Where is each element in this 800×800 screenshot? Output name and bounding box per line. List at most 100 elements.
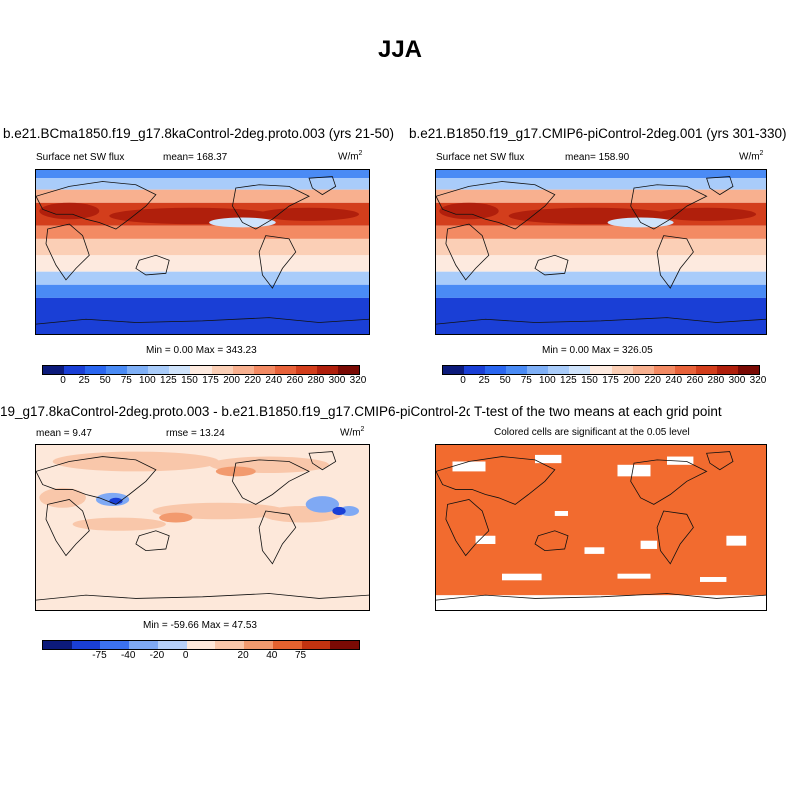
coastline bbox=[258, 235, 297, 289]
sw-flux-field-top-right bbox=[436, 170, 766, 334]
colorbar-swatch bbox=[186, 641, 216, 649]
variable-label-top-right: Surface net SW flux bbox=[436, 152, 525, 163]
colorbar-tick-label: 0 bbox=[182, 650, 189, 661]
colorbar-swatch bbox=[337, 366, 359, 374]
colorbar-tick-label: 260 bbox=[286, 375, 304, 386]
diff-negative-region bbox=[305, 496, 340, 513]
coastline bbox=[45, 499, 90, 557]
colorbar-swatch bbox=[295, 366, 317, 374]
flux-band bbox=[436, 170, 766, 179]
units-label-top-left: W/m2 bbox=[338, 150, 363, 163]
flux-max-region bbox=[657, 207, 757, 221]
flux-band bbox=[436, 271, 766, 285]
colorbar-swatch bbox=[253, 366, 275, 374]
flux-band bbox=[36, 255, 369, 272]
coastline bbox=[36, 181, 157, 230]
colorbar-tick-label: 125 bbox=[160, 375, 177, 386]
coastline bbox=[706, 176, 734, 196]
colorbar-swatch bbox=[211, 366, 233, 374]
colorbar-tick-label: 100 bbox=[538, 375, 556, 386]
rmse-label-bottom-left: rmse = 13.24 bbox=[166, 428, 225, 439]
colorbar-swatch bbox=[43, 366, 65, 374]
colorbar-swatch bbox=[695, 366, 717, 374]
colorbar-tick-label: 220 bbox=[644, 375, 661, 386]
colorbar-swatch bbox=[43, 641, 72, 649]
diff-positive-region bbox=[215, 466, 256, 477]
colorbar-top-left bbox=[42, 365, 360, 375]
colorbar-swatch bbox=[632, 366, 654, 374]
coastline bbox=[36, 456, 157, 505]
antarctic-coastline bbox=[36, 317, 369, 325]
panel-subtitle-bottom-right: Colored cells are significant at the 0.0… bbox=[494, 427, 690, 438]
coastline bbox=[135, 530, 170, 552]
colorbar-swatch bbox=[244, 641, 273, 649]
map-bottom-right bbox=[435, 444, 767, 611]
colorbar-swatch bbox=[464, 366, 486, 374]
colorbar-swatch bbox=[674, 366, 696, 374]
minmax-label-bottom-left: Min = -59.66 Max = 47.53 bbox=[143, 620, 257, 631]
non-significant-region bbox=[502, 573, 542, 581]
colorbar-tick-label: 320 bbox=[349, 375, 367, 386]
coastline bbox=[534, 254, 569, 276]
colorbar-swatch bbox=[148, 366, 170, 374]
non-significant-region bbox=[475, 535, 496, 544]
coastline bbox=[258, 510, 297, 565]
colorbar-tick-label: 0 bbox=[60, 375, 66, 386]
units-label-top-right: W/m2 bbox=[739, 150, 764, 163]
colorbar-swatch bbox=[611, 366, 633, 374]
variable-label-top-left: Surface net SW flux bbox=[36, 152, 125, 163]
colorbar-swatch bbox=[506, 366, 528, 374]
coastline bbox=[45, 223, 90, 281]
units-label-bottom-left: W/m2 bbox=[340, 426, 365, 439]
colorbar-tick-label: 0 bbox=[460, 375, 466, 386]
colorbar-swatch bbox=[485, 366, 507, 374]
colorbar-swatch bbox=[272, 641, 302, 649]
colorbar-tick-label: 320 bbox=[749, 375, 767, 386]
panel-title-top-left: b.e21.BCma1850.f19_g17.8kaControl-2deg.p… bbox=[3, 126, 394, 141]
antarctic-coastline bbox=[36, 593, 369, 601]
non-significant-region bbox=[700, 577, 727, 582]
map-top-left bbox=[35, 169, 370, 335]
colorbar-swatch bbox=[569, 366, 591, 374]
colorbar-swatch bbox=[653, 366, 675, 374]
colorbar-tick-label: 20 bbox=[237, 650, 249, 661]
colorbar-tick-label: 175 bbox=[202, 375, 219, 386]
colorbar-tick-label: -75 bbox=[92, 650, 107, 661]
colorbar-swatch bbox=[330, 641, 360, 649]
map-top-right bbox=[435, 169, 767, 335]
coastline bbox=[232, 459, 310, 505]
coastline bbox=[445, 223, 490, 281]
minmax-label-top-left: Min = 0.00 Max = 343.23 bbox=[146, 345, 257, 356]
flux-max-region bbox=[439, 202, 499, 220]
panel-title-bottom-left: 19_g17.8kaControl-2deg.proto.003 - b.e21… bbox=[0, 404, 470, 419]
map-bottom-left bbox=[35, 444, 370, 611]
colorbar-tick-label: 25 bbox=[78, 375, 90, 386]
flux-band bbox=[36, 297, 369, 334]
coastline bbox=[656, 235, 694, 289]
colorbar-swatch bbox=[443, 366, 465, 374]
colorbar-swatch bbox=[106, 366, 128, 374]
colorbar-tick-label: 75 bbox=[120, 375, 132, 386]
colorbar-swatch bbox=[548, 366, 570, 374]
antarctic-coastline bbox=[436, 593, 766, 601]
diff-positive-region bbox=[39, 487, 86, 508]
colorbar-tick-label: 150 bbox=[181, 375, 198, 386]
colorbar-swatch bbox=[301, 641, 331, 649]
colorbar-tick-label: 125 bbox=[560, 375, 577, 386]
colorbar-swatch bbox=[85, 366, 107, 374]
sw-flux-field-top-left bbox=[36, 170, 369, 334]
non-significant-region bbox=[640, 540, 658, 549]
flux-band bbox=[36, 284, 369, 298]
colorbar-swatch bbox=[215, 641, 245, 649]
colorbar-tick-label: 200 bbox=[623, 375, 640, 386]
coastline bbox=[534, 530, 569, 552]
colorbar-tick-label: 300 bbox=[328, 375, 346, 386]
colorbar-tick-label: 260 bbox=[686, 375, 704, 386]
colorbar-swatch bbox=[127, 366, 149, 374]
non-significant-region bbox=[617, 573, 651, 579]
non-significant-region bbox=[554, 511, 568, 516]
colorbar-swatch bbox=[64, 366, 86, 374]
colorbar-swatch bbox=[190, 366, 212, 374]
colorbar-tick-label: 150 bbox=[581, 375, 598, 386]
colorbar-tick-label: 75 bbox=[294, 650, 307, 661]
